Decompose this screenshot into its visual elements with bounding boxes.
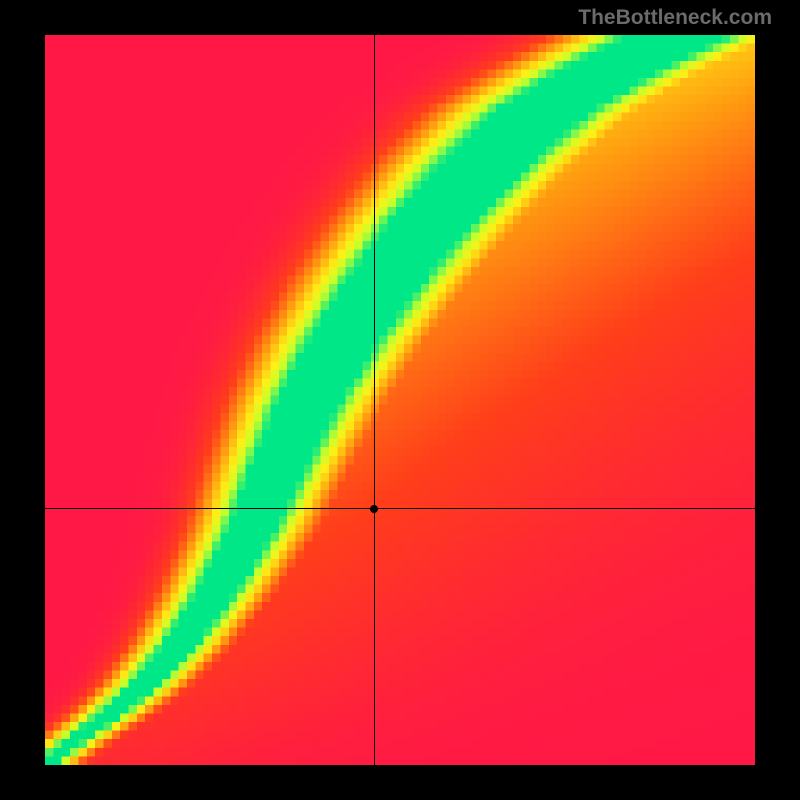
heatmap-canvas [45, 35, 755, 765]
crosshair-vertical [374, 35, 375, 765]
watermark-text: TheBottleneck.com [578, 6, 772, 30]
heatmap-container [45, 35, 755, 765]
crosshair-horizontal [45, 508, 755, 509]
chart-root: TheBottleneck.com [0, 0, 800, 800]
